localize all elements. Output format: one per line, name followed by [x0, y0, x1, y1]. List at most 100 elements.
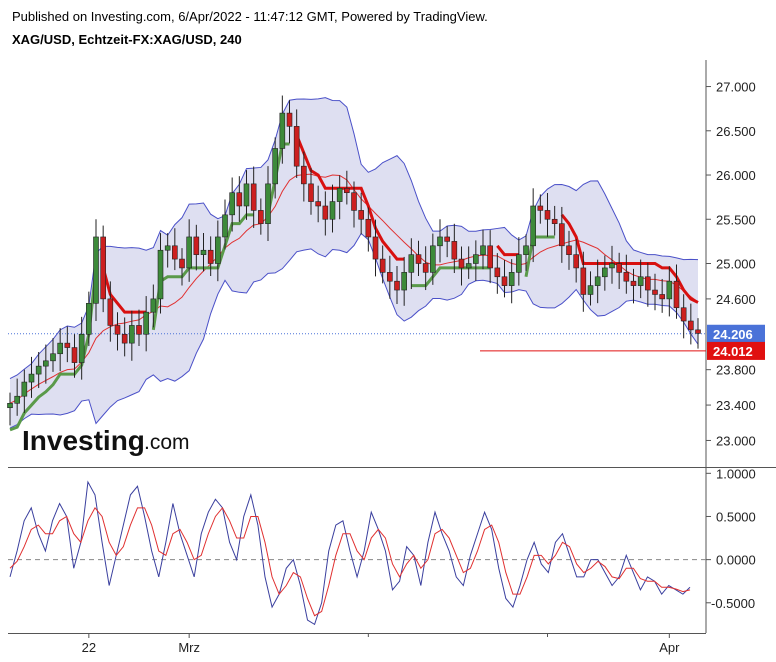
candle[interactable] [480, 229, 486, 270]
candle[interactable] [680, 294, 687, 339]
candle[interactable] [136, 309, 142, 347]
candle[interactable] [258, 198, 264, 235]
candle[interactable] [516, 237, 522, 286]
candle[interactable] [673, 264, 680, 319]
candle[interactable] [157, 233, 164, 314]
candle[interactable] [215, 220, 221, 282]
candle[interactable] [566, 230, 572, 270]
candle[interactable] [415, 240, 422, 277]
candle[interactable] [222, 199, 228, 250]
candle[interactable] [494, 253, 501, 294]
candle[interactable] [179, 248, 185, 286]
candle[interactable] [272, 137, 278, 199]
candle[interactable] [164, 233, 171, 268]
candle[interactable] [301, 151, 307, 202]
candle[interactable] [430, 233, 436, 285]
candle[interactable] [344, 170, 350, 205]
candle[interactable] [336, 175, 343, 220]
candle[interactable] [587, 271, 594, 306]
price-tick-label: 26.500 [716, 124, 756, 139]
candle[interactable] [265, 166, 271, 242]
candle[interactable] [250, 166, 257, 228]
candle[interactable] [186, 219, 192, 282]
candle[interactable] [308, 167, 314, 215]
candle[interactable] [14, 378, 20, 416]
candle[interactable] [559, 206, 565, 263]
candle[interactable] [229, 177, 235, 232]
candle[interactable] [21, 369, 28, 413]
candle[interactable] [78, 316, 85, 380]
candle[interactable] [487, 230, 493, 284]
candle[interactable] [551, 205, 558, 236]
candle[interactable] [114, 312, 121, 351]
candle[interactable] [473, 240, 479, 281]
candle[interactable] [236, 176, 243, 222]
candle[interactable] [616, 252, 622, 290]
candle[interactable] [659, 278, 665, 313]
candle[interactable] [286, 100, 293, 144]
candle[interactable] [444, 226, 450, 258]
candle[interactable] [544, 192, 551, 237]
candle[interactable] [379, 245, 386, 284]
candle[interactable] [86, 291, 92, 347]
candle[interactable] [351, 181, 357, 228]
candle[interactable] [193, 224, 200, 271]
candle[interactable] [322, 191, 329, 236]
candle[interactable] [279, 95, 286, 164]
candle[interactable] [594, 259, 601, 304]
candle[interactable] [523, 234, 529, 271]
candle[interactable] [637, 259, 644, 299]
candle[interactable] [43, 344, 49, 384]
candle[interactable] [207, 236, 214, 277]
candle[interactable] [609, 245, 615, 284]
candle[interactable] [121, 317, 128, 357]
candle[interactable] [508, 259, 515, 304]
candle[interactable] [530, 188, 536, 263]
candle[interactable] [293, 109, 300, 178]
candle[interactable] [602, 255, 608, 291]
candle[interactable] [394, 266, 400, 304]
candle[interactable] [365, 207, 372, 252]
candle[interactable] [150, 284, 157, 328]
candle[interactable] [35, 352, 42, 389]
candle[interactable] [645, 262, 651, 307]
candle[interactable] [465, 246, 472, 279]
candle[interactable] [652, 273, 658, 311]
candle[interactable] [358, 192, 364, 235]
candle[interactable] [422, 246, 429, 291]
candle[interactable] [100, 225, 106, 313]
candle-body [215, 236, 221, 264]
candle[interactable] [28, 356, 35, 398]
candle[interactable] [372, 219, 379, 277]
candle[interactable] [329, 184, 336, 233]
candle[interactable] [695, 318, 701, 349]
candle[interactable] [64, 326, 71, 363]
candle[interactable] [401, 256, 407, 306]
candle[interactable] [107, 281, 114, 342]
candle[interactable] [243, 170, 250, 220]
candle[interactable] [50, 338, 56, 372]
candle[interactable] [129, 310, 135, 361]
candle[interactable] [143, 296, 149, 352]
candle[interactable] [573, 239, 579, 283]
candle[interactable] [580, 251, 587, 312]
candle[interactable] [387, 255, 393, 299]
candle[interactable] [93, 219, 99, 321]
candle[interactable] [537, 194, 544, 224]
candle[interactable] [688, 303, 694, 345]
candle[interactable] [315, 185, 321, 223]
candle[interactable] [71, 334, 78, 378]
candle[interactable] [57, 328, 63, 372]
candle[interactable] [458, 246, 465, 286]
candle[interactable] [666, 266, 673, 317]
candle[interactable] [630, 268, 637, 304]
candle[interactable] [501, 259, 508, 298]
candle[interactable] [437, 219, 443, 263]
candle[interactable] [7, 392, 13, 426]
candle[interactable] [200, 232, 207, 272]
candle[interactable] [623, 254, 630, 294]
candle[interactable] [408, 238, 415, 290]
candle[interactable] [172, 228, 178, 271]
candle[interactable] [451, 223, 458, 274]
